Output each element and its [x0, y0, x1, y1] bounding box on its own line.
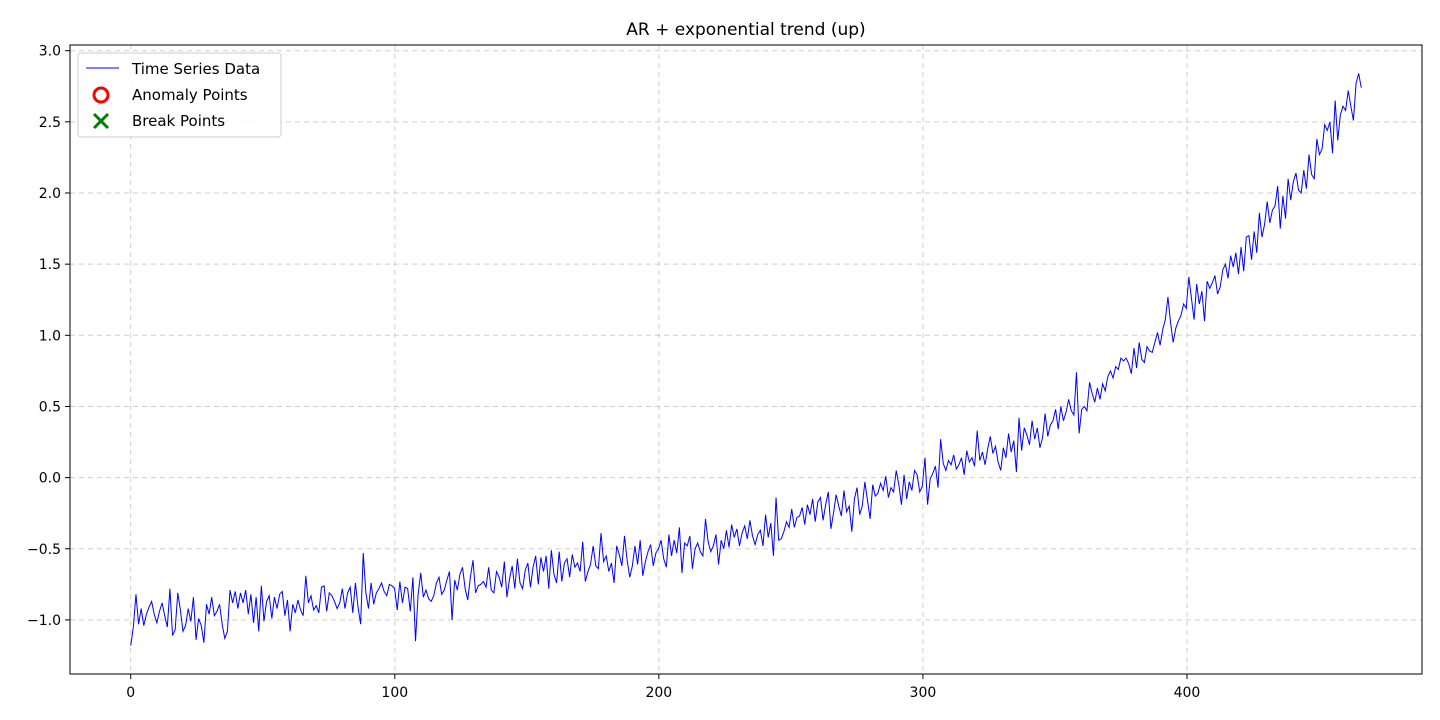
time-series-line	[130, 73, 1362, 646]
y-tick-label: 1.0	[39, 328, 61, 344]
y-tick-label: 2.0	[39, 186, 61, 202]
x-tick-label: 0	[126, 685, 135, 701]
plot-area-frame	[69, 44, 1423, 675]
axis-ticks: 0 100 200 300 400 −1.0 −0.5 0.0 0.5 1.0 1.5 2.0 2.5 3…	[27, 44, 1200, 701]
chart-title: AR + exponential trend (up)	[626, 20, 865, 40]
anomaly-marker-icon	[92, 86, 110, 104]
legend-label-break: Break Points	[132, 112, 225, 130]
y-tick-label: 2.5	[39, 115, 61, 131]
series-layer	[130, 73, 1362, 646]
x-tick-label: 400	[1174, 685, 1201, 701]
x-tick-label: 300	[910, 685, 937, 701]
legend-label-series: Time Series Data	[131, 60, 260, 78]
y-tick-label: −1.0	[27, 613, 61, 629]
y-tick-label: −0.5	[27, 542, 61, 558]
legend-box	[77, 52, 282, 138]
y-tick-label: 3.0	[39, 44, 61, 60]
legend-label-anomaly: Anomaly Points	[132, 86, 248, 104]
break-marker-icon	[92, 112, 110, 130]
grid-lines	[70, 45, 1422, 674]
legend: Time Series Data Anomaly Points Break Po…	[77, 52, 282, 138]
y-tick-label: 1.5	[39, 257, 61, 273]
x-tick-label: 100	[381, 685, 408, 701]
x-tick-label: 200	[645, 685, 672, 701]
y-tick-label: 0.5	[39, 399, 61, 415]
y-tick-label: 0.0	[39, 471, 61, 487]
